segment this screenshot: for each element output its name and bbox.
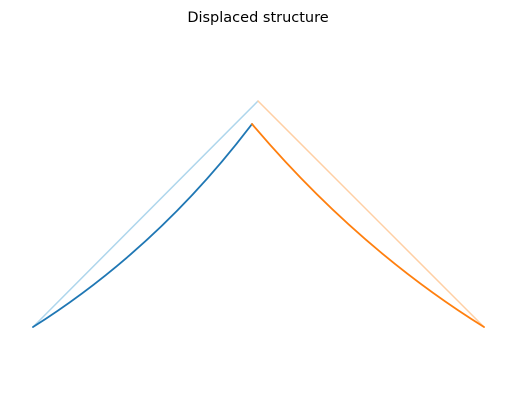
undeformed-structure [32,100,485,328]
member-2-undeformed-line [257,100,485,328]
figure-title: Displaced structure [187,10,328,26]
displaced-structure [32,123,485,328]
member-2-displaced-curve [251,123,485,328]
member-1-undeformed-line [32,100,259,328]
member-1-displaced-curve [32,123,253,328]
